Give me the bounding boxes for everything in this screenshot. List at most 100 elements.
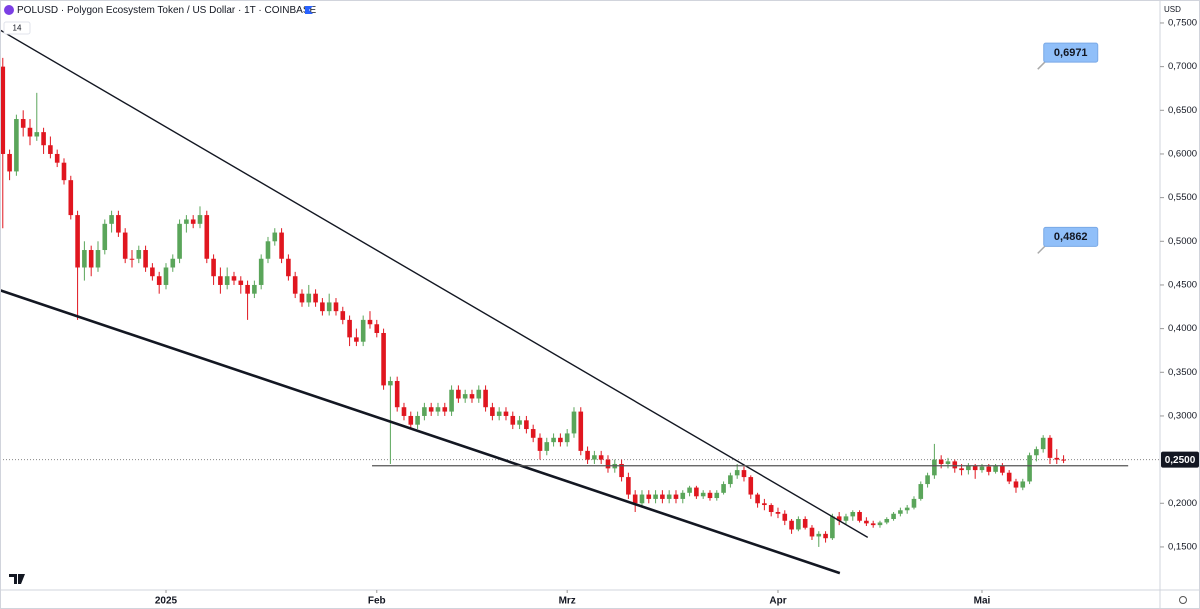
- candle-body: [61, 162, 67, 181]
- y-tick-label: 0,3000: [1168, 410, 1197, 421]
- candle-body: [986, 466, 992, 472]
- candle-body: [286, 258, 291, 277]
- x-tick-label: Mai: [974, 596, 991, 607]
- candle-body: [585, 450, 590, 460]
- candle-body: [904, 507, 910, 511]
- candle-body: [1027, 455, 1032, 482]
- candle-body: [320, 302, 325, 312]
- candle-body: [966, 465, 971, 471]
- candle-body: [571, 411, 577, 434]
- candle-body: [476, 389, 482, 399]
- candle-body: [231, 276, 237, 281]
- x-tick-label: 2025: [155, 596, 178, 607]
- candle-body: [238, 280, 244, 285]
- currency-label: USD: [1164, 5, 1181, 14]
- candle-body: [748, 477, 754, 495]
- candle-body: [870, 523, 876, 526]
- candle-body: [694, 487, 699, 497]
- candle-body: [469, 394, 475, 399]
- candle-body: [619, 463, 624, 478]
- candle-body: [326, 302, 332, 312]
- candle-body: [1061, 459, 1066, 461]
- candle-body: [673, 494, 679, 499]
- y-tick-label: 0,4000: [1168, 323, 1197, 334]
- candle-body: [524, 420, 529, 430]
- candle-body: [0, 66, 6, 154]
- x-tick-label: Feb: [368, 596, 386, 607]
- candle-body: [75, 215, 80, 268]
- candle-body: [836, 516, 842, 521]
- candle-body: [394, 381, 400, 408]
- candle-body: [496, 411, 502, 416]
- candle-body: [1034, 449, 1039, 456]
- candle-body: [388, 381, 393, 386]
- candle-body: [687, 487, 692, 493]
- callout-label: 0,4862: [1054, 231, 1088, 243]
- candle-body: [768, 505, 774, 513]
- candle-body: [700, 492, 706, 497]
- candle-body: [816, 533, 822, 537]
- candle-body: [347, 319, 352, 338]
- candle-body: [449, 389, 454, 412]
- candle-body: [959, 468, 964, 471]
- candle-body: [510, 415, 516, 425]
- candle-body: [578, 411, 584, 451]
- candle-body: [707, 492, 713, 499]
- candle-body: [136, 250, 142, 259]
- y-tick-label: 0,3500: [1168, 367, 1197, 378]
- y-tick-label: 0,5000: [1168, 236, 1197, 247]
- candle-body: [830, 516, 835, 539]
- indicator-value: 14: [13, 24, 22, 33]
- candle-body: [843, 516, 849, 521]
- candle-body: [415, 415, 420, 425]
- candle-body: [598, 455, 604, 460]
- candle-body: [340, 311, 346, 320]
- y-tick-label: 0,6000: [1168, 148, 1197, 159]
- candle-body: [401, 407, 407, 416]
- candle-body: [360, 319, 366, 342]
- candle-body: [530, 429, 536, 438]
- candle-body: [639, 494, 645, 504]
- candle-body: [184, 219, 189, 224]
- candle-body: [102, 223, 108, 251]
- settings-icon[interactable]: [1179, 596, 1187, 604]
- candle-body: [503, 411, 509, 416]
- candle-body: [442, 407, 448, 412]
- candle-body: [1006, 472, 1012, 482]
- candle-body: [333, 302, 339, 312]
- candle-body: [891, 513, 896, 520]
- candle-body: [605, 459, 611, 469]
- candle-body: [224, 276, 230, 285]
- candle-body: [20, 119, 26, 128]
- candle-body: [898, 510, 903, 514]
- candle-body: [558, 437, 563, 443]
- candle-body: [109, 215, 114, 224]
- candle-body: [972, 465, 978, 471]
- candle-body: [755, 494, 760, 504]
- candle-body: [544, 442, 550, 451]
- candle-body: [1020, 481, 1026, 488]
- candle-body: [272, 232, 278, 242]
- candle-body: [462, 394, 468, 399]
- y-tick-label: 0,2000: [1168, 498, 1197, 509]
- candle-body: [41, 132, 46, 146]
- indicator-badge: [3, 21, 31, 35]
- candle-body: [680, 492, 686, 499]
- candle-body: [456, 389, 461, 399]
- candle-body: [979, 466, 985, 471]
- candle-body: [857, 512, 862, 521]
- candle-body: [7, 153, 12, 172]
- candle-body: [626, 477, 631, 495]
- candle-body: [367, 319, 373, 325]
- candle-body: [422, 407, 427, 416]
- candle-body: [177, 223, 182, 259]
- candle-body: [306, 293, 312, 303]
- candle-body: [483, 389, 488, 408]
- candle-body: [245, 284, 250, 294]
- candle-body: [1047, 437, 1053, 458]
- candle-body: [911, 498, 917, 508]
- candle-body: [170, 258, 176, 268]
- logo: [9, 574, 25, 584]
